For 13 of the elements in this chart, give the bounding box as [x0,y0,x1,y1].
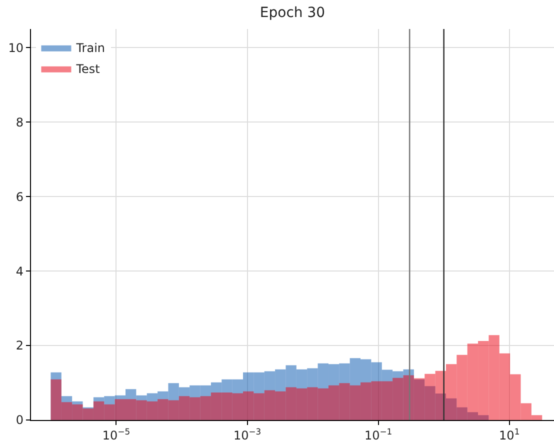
chart-title: Epoch 30 [260,4,326,21]
y-tick-label: 8 [16,115,24,130]
x-tick-label: 10$^{1}$ [499,426,520,442]
y-tick-label: 0 [16,413,24,428]
legend-label: Train [75,41,106,56]
y-tick-label: 6 [16,190,24,204]
x-tick-label: 10$^{−5}$ [102,426,130,442]
y-tick-label: 4 [16,264,24,278]
y-tick-label: 2 [16,338,24,353]
legend-label: Test [75,62,100,76]
x-tick-label: 10$^{−1}$ [364,426,392,442]
y-tick-label: 10 [8,40,24,55]
x-tick-label: 10$^{−3}$ [233,426,262,442]
